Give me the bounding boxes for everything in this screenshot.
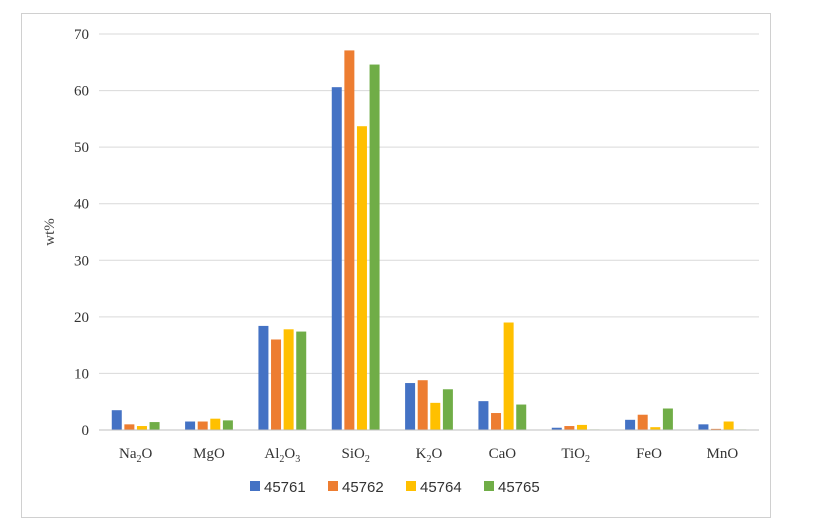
bar-45764-3 [356,126,367,430]
x-axis-categories: Na2O MgO Al2O3 SiO2 K2O CaO TiO2 FeO MnO [119,446,738,465]
category-base: Na [119,446,137,462]
bar-45764-1 [210,418,221,430]
bar-45765-5 [516,404,527,430]
x-category-label: Na2O [119,446,152,465]
category-tail: O [284,446,295,462]
bar-45762-3 [344,50,355,431]
bar-45765-3 [369,64,380,430]
bar-45762-4 [417,380,428,430]
bar-45764-0 [136,426,147,430]
category-base: Al [264,446,279,462]
x-category-label: FeO [636,446,662,462]
bar-45761-0 [111,410,122,430]
legend-label: 45765 [498,479,540,496]
x-category-label: Al2O3 [264,446,300,465]
x-category-label: CaO [489,446,517,462]
category-sub2: 3 [295,454,300,465]
x-category-label: MnO [706,446,738,462]
bar-45762-2 [271,339,282,430]
x-category-label: TiO2 [561,446,590,465]
legend-swatch-45764 [406,481,416,491]
bar-45764-5 [503,322,514,430]
category-base: CaO [489,446,517,462]
bar-45764-2 [283,329,294,430]
legend-swatch-45762 [328,481,338,491]
y-tick-label: 30 [74,253,89,269]
y-tick-label: 60 [74,84,89,100]
category-sub: 2 [585,454,590,465]
bar-45765-0 [149,422,160,430]
y-axis-ticks: 0 10 20 30 40 50 60 70 [74,27,89,439]
y-tick-label: 50 [74,140,89,156]
bar-45765-7 [662,408,673,430]
bar-45764-6 [576,424,587,430]
bar-45765-4 [442,389,453,430]
bar-45764-4 [430,402,441,430]
x-category-label: MgO [193,446,225,462]
bar-45765-1 [222,420,233,430]
y-tick-label: 40 [74,197,89,213]
category-tail: O [141,446,152,462]
legend: 45761 45762 45764 45765 [250,479,540,496]
legend-label: 45761 [264,479,306,496]
category-base: TiO [561,446,585,462]
category-sub: 2 [427,454,432,465]
x-category-label: K2O [416,446,443,465]
y-tick-label: 10 [74,366,89,382]
bar-45761-6 [551,427,562,430]
x-category-label: SiO2 [341,446,369,465]
bar-45761-2 [258,325,269,430]
bar-45762-7 [637,414,648,430]
category-base: MgO [193,446,225,462]
gridlines [99,33,759,374]
legend-label: 45764 [420,479,462,496]
y-tick-label: 70 [74,27,89,43]
bar-45762-1 [197,421,208,430]
bar-45762-5 [491,413,502,430]
legend-swatch-45761 [250,481,260,491]
y-tick-label: 0 [82,423,90,439]
legend-label: 45762 [342,479,384,496]
category-base: K [416,446,427,462]
bar-45761-3 [331,87,342,431]
category-base: SiO [341,446,365,462]
bar-45761-7 [625,419,636,430]
bar-45761-5 [478,401,489,430]
bar-45762-6 [564,426,575,430]
bar-45762-8 [711,428,722,430]
chart-frame: 0 10 20 30 40 50 60 70 wt% Na2O MgO Al2O3 SiO2 K2O C… [21,13,771,518]
bars [111,50,747,431]
category-sub: 2 [279,454,284,465]
bar-45764-8 [723,421,734,430]
category-sub: 2 [136,454,141,465]
legend-swatch-45765 [484,481,494,491]
category-base: FeO [636,446,662,462]
bar-45761-8 [698,424,709,430]
bar-45762-0 [124,424,135,430]
bar-45765-2 [296,331,307,430]
bar-45761-1 [185,421,196,430]
bar-45764-7 [650,427,661,430]
category-base: MnO [706,446,738,462]
category-tail: O [432,446,443,462]
y-axis-label: wt% [42,218,58,246]
category-sub: 2 [365,454,370,465]
bar-45761-4 [405,383,416,430]
y-tick-label: 20 [74,310,89,326]
